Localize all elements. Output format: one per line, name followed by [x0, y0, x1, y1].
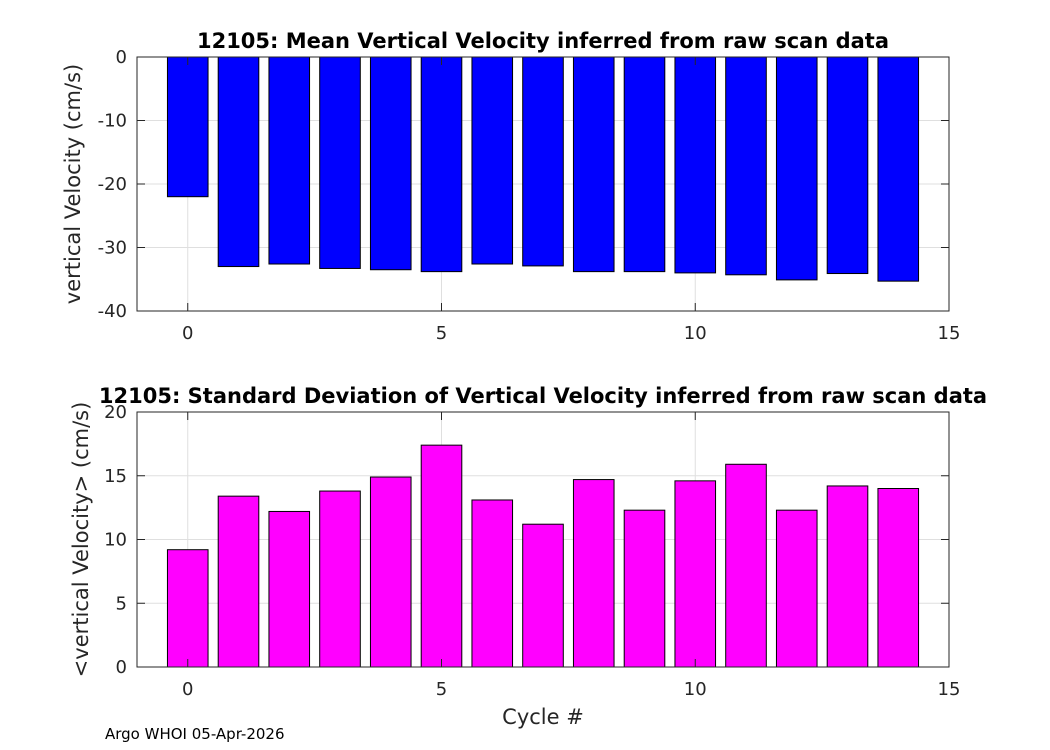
bar	[522, 56, 564, 267]
bar	[217, 495, 260, 668]
chart-title: 12105: Standard Deviation of Vertical Ve…	[99, 384, 987, 408]
ticks: 0 5 10 15 0 -10 -20 -30 -40	[98, 47, 961, 344]
bar	[420, 444, 463, 668]
mean-velocity-chart: 0 5 10 15 0 -10 -20 -30 -40 12105: Mean Vertical…	[61, 29, 960, 344]
bar	[217, 56, 260, 268]
x-tick-label: 0	[182, 323, 193, 344]
bar	[674, 480, 717, 668]
x-tick-label: 5	[436, 679, 447, 700]
bar	[319, 490, 361, 668]
y-axis-label: <vertical Velocity> (cm/s)	[69, 402, 93, 678]
ticks: 0 5 10 15 0 5 10 15 20	[104, 402, 960, 700]
chart-title: 12105: Mean Vertical Velocity inferred f…	[197, 29, 889, 53]
bar	[420, 56, 463, 273]
x-tick-label: 5	[436, 323, 447, 344]
stddev-velocity-chart: 0 5 10 15 0 5 10 15 20 12105: Standard Deviation…	[69, 384, 987, 729]
y-tick-label: -40	[98, 301, 127, 322]
bar	[826, 56, 869, 275]
bar	[877, 56, 920, 282]
bar	[572, 56, 615, 273]
bar	[725, 56, 767, 276]
bar	[166, 549, 209, 668]
bar	[877, 488, 920, 668]
y-tick-label: 15	[104, 466, 127, 487]
bar	[826, 485, 869, 668]
x-tick-label: 15	[938, 323, 961, 344]
bar	[623, 56, 666, 273]
footer-credit: Argo WHOI 05-Apr-2026	[105, 725, 285, 743]
y-tick-label: -20	[98, 174, 127, 195]
bar	[522, 523, 564, 668]
bar	[775, 56, 818, 281]
x-tick-label: 10	[684, 323, 707, 344]
y-tick-label: -30	[98, 238, 127, 259]
y-tick-label: 5	[116, 593, 127, 614]
bar	[319, 56, 361, 269]
y-tick-label: -10	[98, 111, 127, 132]
y-tick-label: 0	[116, 47, 127, 68]
bar	[369, 476, 412, 668]
bar	[572, 479, 615, 668]
x-tick-label: 10	[684, 679, 707, 700]
bar	[725, 463, 767, 668]
bar	[623, 509, 666, 668]
bar	[775, 509, 818, 668]
x-tick-label: 15	[938, 679, 961, 700]
y-tick-label: 0	[116, 657, 127, 678]
bar	[674, 56, 717, 274]
y-tick-label: 10	[104, 530, 127, 551]
bar	[471, 499, 514, 668]
bar	[369, 56, 412, 271]
x-tick-label: 0	[182, 679, 193, 700]
bar	[268, 510, 311, 668]
bar	[471, 56, 514, 265]
bar	[166, 56, 209, 198]
y-axis-label: vertical Velocity (cm/s)	[61, 64, 85, 304]
bar	[268, 56, 311, 265]
x-axis-label: Cycle #	[502, 705, 584, 729]
y-tick-label: 20	[104, 402, 127, 423]
bars	[166, 56, 920, 282]
